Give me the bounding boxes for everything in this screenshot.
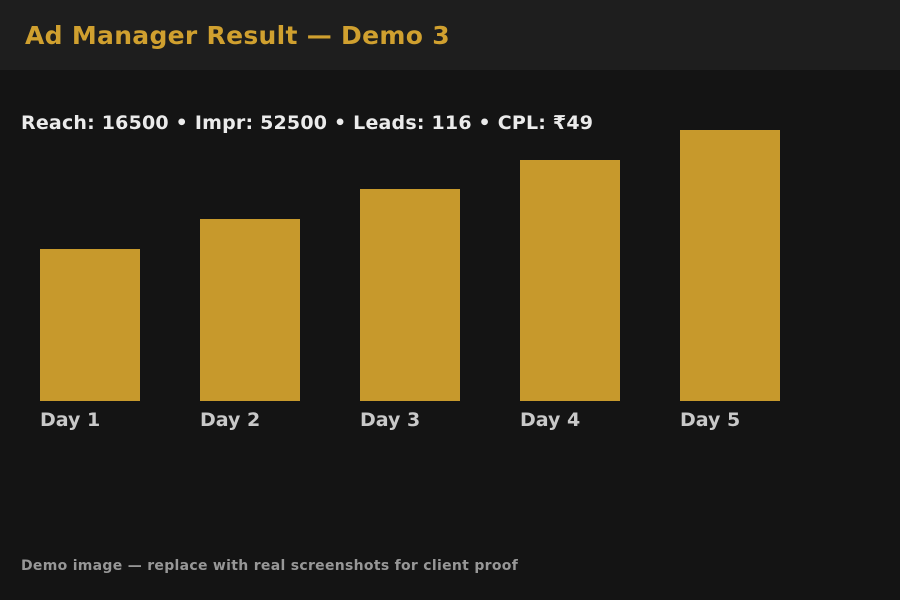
x-labels-row: Day 1 Day 2 Day 3 Day 4 Day 5 xyxy=(40,409,780,431)
x-axis-label-4: Day 4 xyxy=(520,409,581,431)
chart-bar-1 xyxy=(40,249,140,401)
x-axis-label-3: Day 3 xyxy=(360,409,421,431)
chart-bar-2 xyxy=(200,219,300,401)
x-axis-label-1: Day 1 xyxy=(40,409,101,431)
stats-line: Reach: 16500 • Impr: 52500 • Leads: 116 … xyxy=(21,112,594,134)
bars-row xyxy=(40,130,780,401)
chart-bar-3 xyxy=(360,189,460,401)
footer-note: Demo image — replace with real screensho… xyxy=(21,558,519,574)
chart-bar-4 xyxy=(520,160,620,401)
page-title: Ad Manager Result — Demo 3 xyxy=(25,20,450,50)
x-axis-label-2: Day 2 xyxy=(200,409,261,431)
chart-bar-5 xyxy=(680,130,780,401)
x-axis-label-5: Day 5 xyxy=(680,409,741,431)
header-bar: Ad Manager Result — Demo 3 xyxy=(0,0,900,70)
